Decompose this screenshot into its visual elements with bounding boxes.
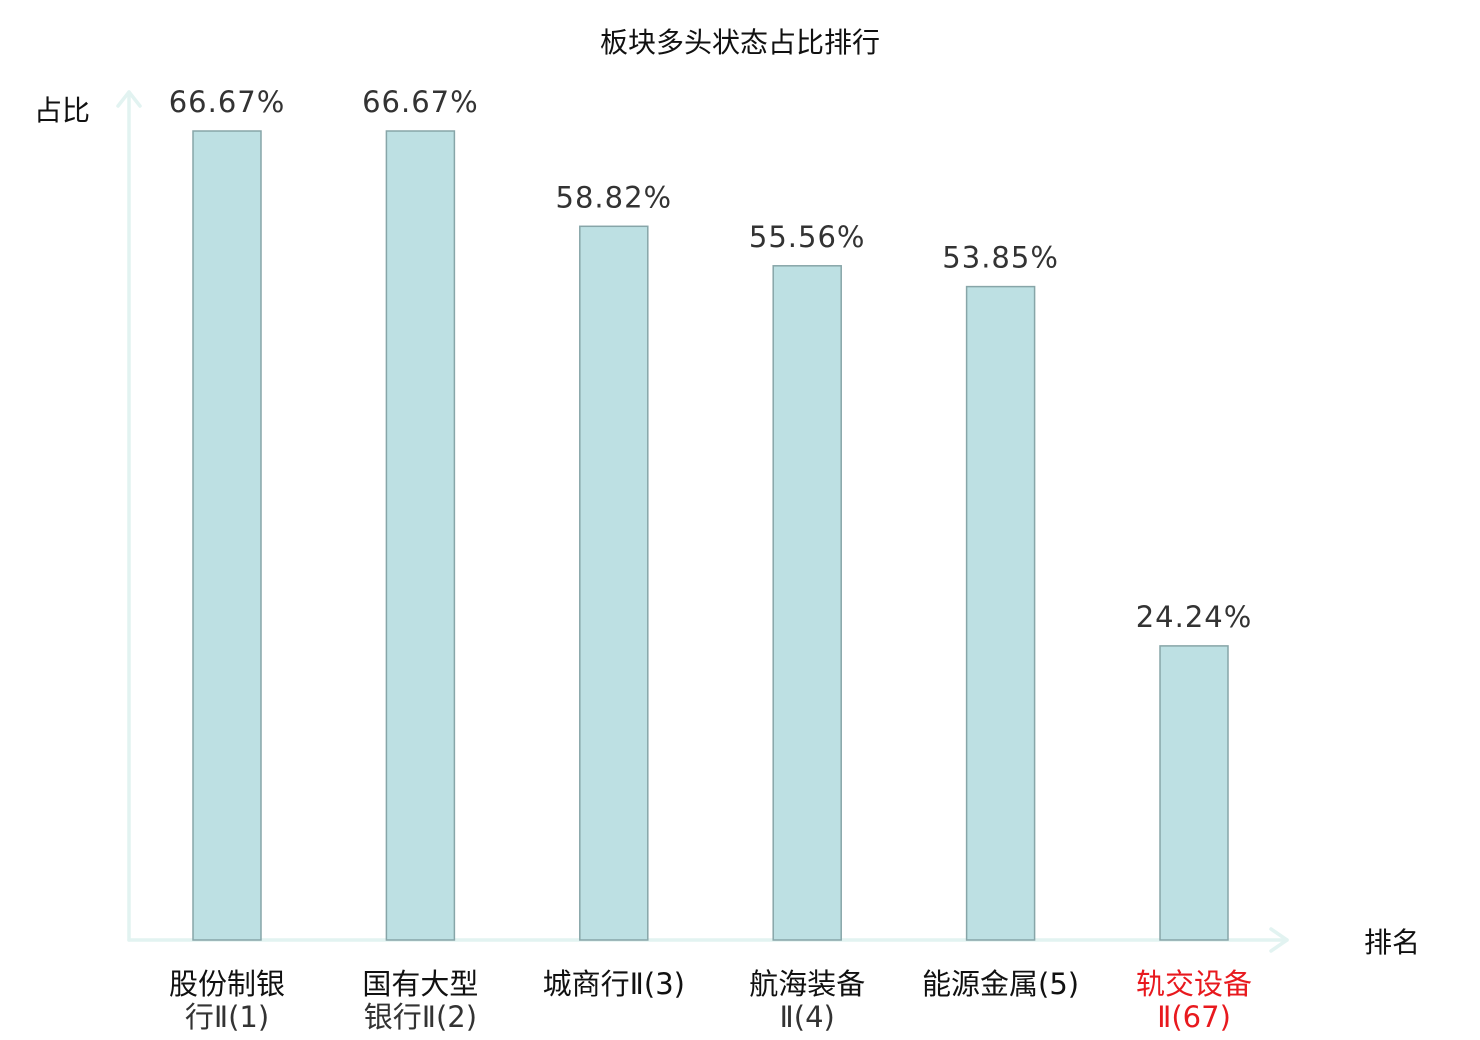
value-label-1: 66.67% xyxy=(169,85,286,119)
bar-series xyxy=(192,130,1229,941)
bar-1 xyxy=(192,130,262,941)
category-label-4-line-1: 航海装备 xyxy=(749,967,865,1001)
category-label-1-line-1: 股份制银 xyxy=(169,967,285,1001)
value-label-6: 24.24% xyxy=(1136,600,1253,634)
bar-6 xyxy=(1159,645,1229,941)
bar-4 xyxy=(772,265,842,941)
y-axis-label: 占比 xyxy=(34,94,90,127)
x-axis-arrow xyxy=(1269,927,1289,953)
bar-3 xyxy=(579,225,649,941)
bar-5 xyxy=(965,285,1036,941)
category-label-4-line-2: Ⅱ(4) xyxy=(780,1000,835,1034)
data-labels: 66.67% 66.67% 58.82% 55.56% 53.85% 24.24% xyxy=(169,85,1253,634)
chart-title: 板块多头状态占比排行 xyxy=(600,26,880,59)
y-axis-arrow xyxy=(116,90,142,108)
category-label-2-line-1: 国有大型 xyxy=(362,967,478,1001)
value-label-3: 58.82% xyxy=(556,180,673,214)
category-label-2-line-2: 银行Ⅱ(2) xyxy=(364,1000,477,1034)
axes xyxy=(116,90,1289,953)
category-label-6-line-1: 轨交设备 xyxy=(1136,967,1252,1001)
bar-2 xyxy=(385,130,456,941)
category-label-5-line-1: 能源金属(5) xyxy=(922,967,1079,1001)
category-label-3-line-1: 城商行Ⅱ(3) xyxy=(543,967,685,1001)
x-axis-label: 排名 xyxy=(1364,926,1420,959)
category-label-1-line-2: 行Ⅱ(1) xyxy=(185,1000,269,1034)
value-label-2: 66.67% xyxy=(362,85,479,119)
value-label-4: 55.56% xyxy=(749,220,866,254)
category-label-6-line-2: Ⅱ(67) xyxy=(1157,1000,1231,1034)
value-label-5: 53.85% xyxy=(942,241,1059,275)
